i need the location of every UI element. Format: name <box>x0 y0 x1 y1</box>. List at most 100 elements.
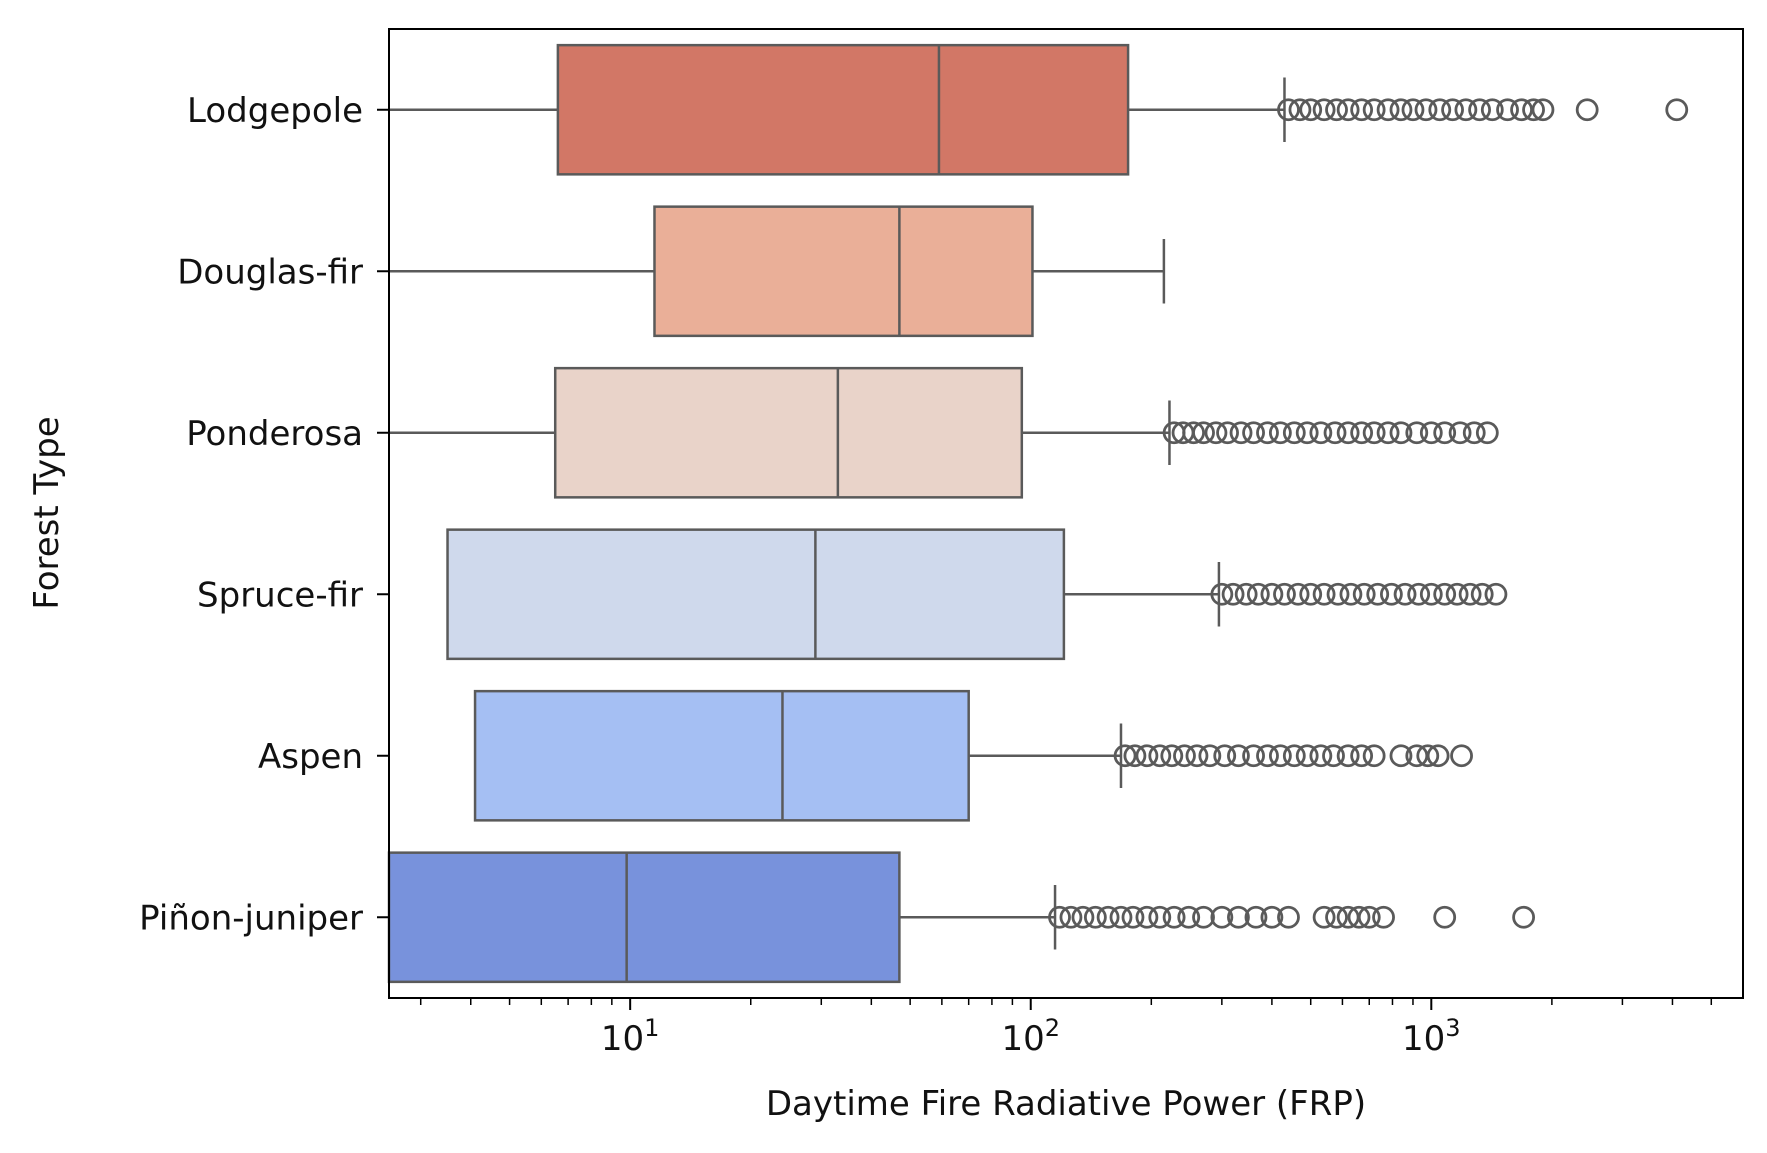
outlier-point <box>1426 744 1450 768</box>
outlier-point <box>1357 905 1381 929</box>
outlier-point <box>1441 98 1464 122</box>
outlier-point <box>1416 744 1440 768</box>
outlier-point <box>1470 582 1494 606</box>
outlier-point <box>1312 905 1336 929</box>
outlier-point <box>1286 582 1310 606</box>
outlier-point <box>1210 582 1234 606</box>
outlier-point <box>1273 582 1296 606</box>
outlier-point <box>1242 744 1265 768</box>
outlier-point <box>1325 98 1348 122</box>
axes: Lodgepole Douglas-fir Ponderosa Spruce-fir A… <box>139 91 1713 1059</box>
box-group-ponderosa <box>389 366 1499 499</box>
y-tick-label-aspen: Aspen <box>258 737 363 777</box>
outlier-point <box>1295 744 1319 768</box>
outlier-point <box>1480 98 1504 122</box>
outlier-point <box>1213 744 1237 768</box>
outlier-point <box>1448 421 1472 445</box>
outlier-point <box>1336 98 1360 122</box>
outlier-point <box>1177 905 1201 929</box>
box-group-douglas-fir <box>389 205 1166 338</box>
outlier-point <box>1393 582 1417 606</box>
y-axis-title: Forest Type <box>27 416 67 609</box>
outlier-point <box>1246 582 1270 606</box>
outlier-point <box>1192 905 1215 929</box>
outlier-point <box>1450 744 1473 768</box>
outlier-point <box>1282 744 1306 768</box>
outlier-point <box>1389 98 1413 122</box>
outlier-point <box>1428 98 1452 122</box>
outlier-point <box>1454 98 1478 122</box>
y-tick-label-spruce-fir: Spruce-fir <box>197 575 363 615</box>
outlier-point <box>1336 744 1360 768</box>
outlier-point <box>1309 744 1333 768</box>
outlier-point <box>1198 744 1222 768</box>
outlier-point <box>1445 582 1469 606</box>
outlier-point <box>1148 744 1172 768</box>
outlier-point <box>1299 582 1323 606</box>
outlier-point <box>1113 744 1137 768</box>
outlier-point <box>1468 98 1491 122</box>
outlier-point <box>1256 744 1279 768</box>
outlier-point <box>1510 98 1533 122</box>
outlier-point <box>1242 421 1265 445</box>
outlier-point <box>1347 905 1371 929</box>
plot-marks <box>387 43 1689 984</box>
outlier-point <box>1376 98 1400 122</box>
outlier-point <box>1419 421 1443 445</box>
outlier-point <box>1160 744 1184 768</box>
outlier-point <box>1256 421 1279 445</box>
outlier-point <box>1277 98 1300 122</box>
outlier-point <box>1135 905 1159 929</box>
outlier-point <box>1210 905 1234 929</box>
outlier-point <box>1522 98 1545 122</box>
outlier-point <box>1299 98 1323 122</box>
outlier-point <box>1234 582 1258 606</box>
box-group-lodgepole <box>389 43 1689 176</box>
outlier-point <box>1389 744 1413 768</box>
outlier-point <box>1268 744 1292 768</box>
outlier-point <box>1227 905 1250 929</box>
outlier-point <box>1458 582 1482 606</box>
outlier-point <box>1350 744 1374 768</box>
box-pinon-juniper <box>387 851 901 984</box>
outlier-point <box>1192 421 1215 445</box>
box-aspen <box>473 689 970 822</box>
outlier-point <box>1260 905 1284 929</box>
outlier-point <box>1204 421 1228 445</box>
outlier-point <box>1531 98 1555 122</box>
y-tick-label-pinon-juniper: Piñon-juniper <box>139 898 363 938</box>
outlier-point <box>1372 905 1395 929</box>
outlier-point <box>1227 744 1250 768</box>
outlier-point <box>1312 98 1336 122</box>
outlier-point <box>1325 905 1348 929</box>
outlier-point <box>1326 582 1350 606</box>
outlier-point <box>1475 421 1499 445</box>
outlier-point <box>1162 905 1186 929</box>
outlier-point <box>1309 421 1333 445</box>
outlier-point <box>1148 905 1172 929</box>
x-tick-label: 103 <box>1402 1014 1461 1059</box>
outlier-point <box>1350 421 1374 445</box>
outlier-point <box>1414 98 1438 122</box>
outlier-point <box>1059 905 1083 929</box>
outlier-point <box>1362 744 1386 768</box>
outlier-point <box>1407 582 1431 606</box>
outlier-point <box>1362 98 1386 122</box>
outlier-point <box>1182 421 1205 445</box>
x-tick-label: 101 <box>601 1014 660 1059</box>
box-lodgepole <box>556 43 1130 176</box>
outlier-point <box>1366 582 1390 606</box>
outlier-point <box>1405 421 1429 445</box>
outlier-point <box>1362 421 1386 445</box>
box-ponderosa <box>553 366 1024 499</box>
outlier-point <box>1350 98 1374 122</box>
outlier-point <box>1244 905 1268 929</box>
outlier-point <box>1336 421 1360 445</box>
outlier-point <box>1288 98 1312 122</box>
outlier-point <box>1665 98 1689 122</box>
outlier-point <box>1376 421 1400 445</box>
plot-frame <box>388 28 1744 999</box>
outlier-point <box>1512 905 1536 929</box>
outlier-point <box>1379 582 1403 606</box>
outlier-point <box>1462 421 1486 445</box>
